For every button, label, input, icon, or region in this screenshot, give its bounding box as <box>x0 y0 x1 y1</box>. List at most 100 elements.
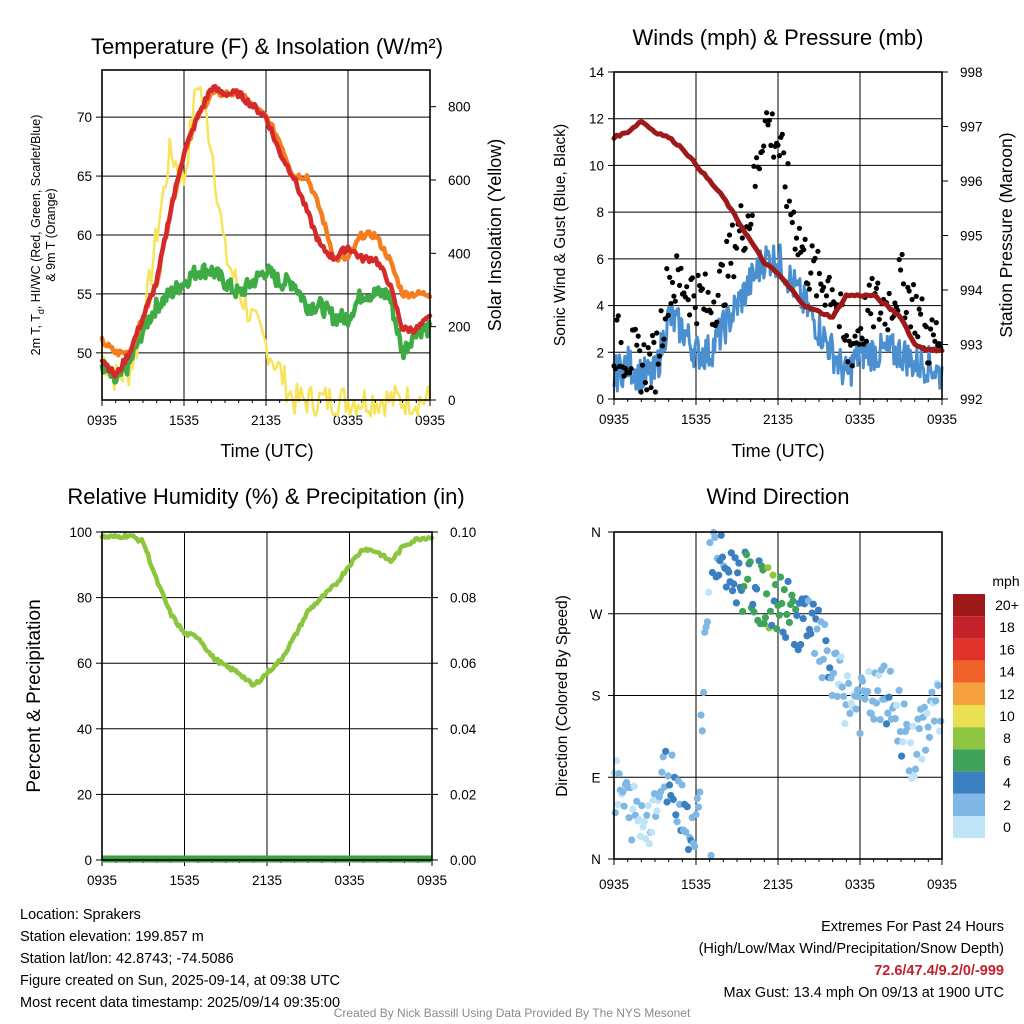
direction-point <box>766 607 775 615</box>
dir-ytick-label: E <box>591 770 600 785</box>
temp-ylabel-right: Solar Insolation (Yellow) <box>485 139 505 331</box>
direction-point <box>703 618 712 626</box>
direction-point <box>735 559 743 567</box>
gust-point <box>919 296 925 302</box>
wind-xtick-label: 0335 <box>845 412 875 427</box>
rh-y2tick-label: 0.04 <box>450 722 477 737</box>
wind-ylabel-right: Station Pressure (Maroon) <box>996 132 1016 337</box>
direction-point <box>843 672 852 680</box>
gust-point <box>930 332 937 338</box>
direction-point <box>900 700 908 708</box>
gust-point <box>781 150 787 156</box>
gust-point <box>823 293 830 299</box>
gust-point <box>668 301 674 307</box>
temp-2m-line <box>99 84 433 379</box>
gust-point <box>722 302 728 308</box>
gust-point <box>782 184 788 190</box>
direction-point <box>918 755 926 763</box>
gust-point <box>929 317 935 323</box>
gust-point <box>654 330 660 336</box>
direction-point <box>821 620 829 629</box>
rh-ylabel-left: Percent & Precipitation <box>24 599 45 792</box>
direction-point <box>789 597 797 605</box>
gust-point <box>801 247 807 253</box>
direction-point <box>858 677 867 685</box>
direction-point <box>611 809 619 817</box>
gust-point <box>775 142 781 148</box>
gust-point <box>768 142 774 148</box>
direction-point <box>911 765 920 773</box>
gust-point <box>766 117 773 123</box>
direction-point <box>865 668 873 676</box>
rh-ytick-label: 0 <box>84 853 92 868</box>
insolation-line <box>100 85 432 418</box>
gust-point <box>863 338 870 344</box>
gust-point <box>866 282 872 288</box>
speed-legend-swatch <box>953 616 985 639</box>
gust-point <box>614 317 620 323</box>
direction-point <box>776 573 785 581</box>
direction-point <box>620 802 628 810</box>
direction-point <box>744 575 752 583</box>
gust-point <box>868 311 874 317</box>
speed-legend-swatch <box>953 682 985 705</box>
gust-point <box>739 235 745 241</box>
direction-point <box>886 667 894 675</box>
gust-point <box>923 324 929 330</box>
direction-point <box>718 553 727 561</box>
gust-point <box>745 213 751 219</box>
gust-point <box>746 226 753 232</box>
gust-point <box>906 288 912 294</box>
speed-legend-swatch <box>953 771 985 794</box>
direction-point <box>732 599 741 607</box>
gust-point <box>909 296 915 303</box>
direction-point <box>797 641 805 649</box>
gust-point <box>641 342 647 348</box>
gust-point <box>751 163 757 169</box>
direction-point <box>628 836 636 844</box>
direction-point <box>924 723 932 731</box>
speed-legend-label: 2 <box>1003 797 1011 813</box>
direction-point <box>697 711 705 719</box>
direction-point <box>884 709 892 717</box>
direction-point <box>731 554 739 562</box>
direction-point <box>669 795 677 804</box>
gust-point <box>805 281 811 287</box>
direction-point <box>644 801 652 810</box>
direction-point <box>822 637 830 645</box>
dir-xtick-label: 0335 <box>845 877 875 892</box>
temp-y2tick-label: 600 <box>448 173 471 188</box>
gust-point <box>873 285 880 291</box>
gust-point <box>829 287 835 293</box>
wind-y2tick-label: 993 <box>960 338 983 353</box>
gust-point <box>878 310 884 316</box>
direction-point <box>625 814 633 822</box>
gust-point <box>802 236 808 242</box>
gust-point <box>771 154 777 160</box>
rh-chart-title: Relative Humidity (%) & Precipitation (i… <box>67 484 464 509</box>
direction-point <box>619 788 627 796</box>
station-location: Location: Sprakers <box>20 907 141 923</box>
direction-point <box>856 729 864 738</box>
gust-point <box>756 166 763 172</box>
direction-point <box>829 669 838 677</box>
direction-point <box>823 647 831 655</box>
gust-point <box>836 324 842 330</box>
direction-point <box>665 781 674 789</box>
direction-point <box>909 722 917 730</box>
gust-point <box>634 342 640 348</box>
gust-point <box>684 284 690 290</box>
direction-point <box>880 662 888 670</box>
direction-point <box>673 818 681 826</box>
rh-xtick-label: 1535 <box>169 873 199 888</box>
gust-point <box>664 266 670 272</box>
direction-point <box>614 800 622 809</box>
gust-point <box>738 203 744 209</box>
gust-point <box>842 337 848 343</box>
gust-point <box>916 306 922 312</box>
direction-point <box>717 531 725 539</box>
gust-point <box>792 246 798 252</box>
temp-ytick-label: 65 <box>77 169 92 184</box>
temp-chart-title: Temperature (F) & Insolation (W/m²) <box>91 34 443 59</box>
